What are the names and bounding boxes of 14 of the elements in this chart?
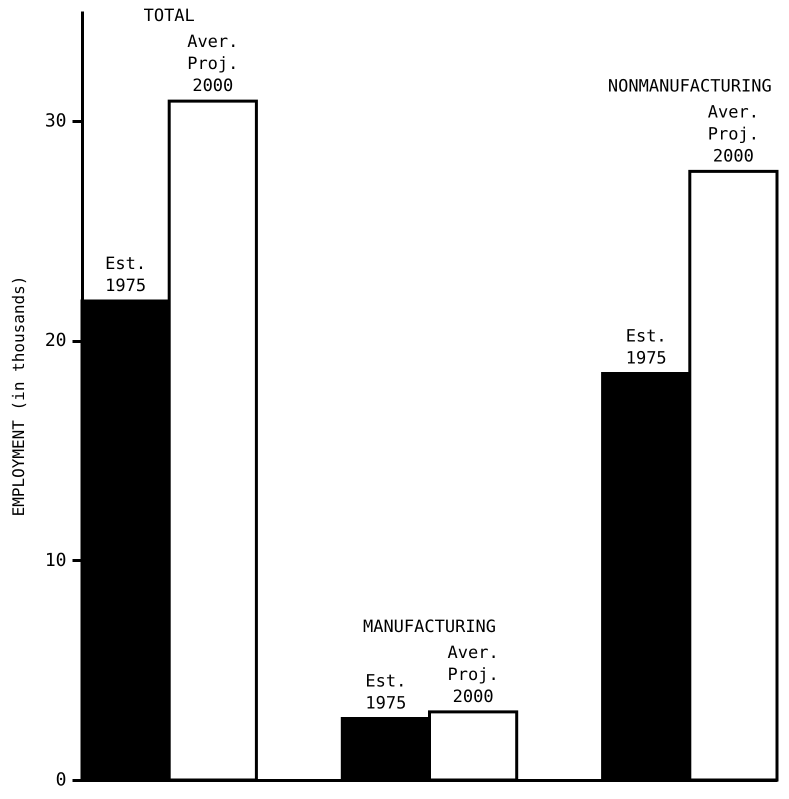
y-tick-label: 10 — [44, 550, 66, 571]
y-tick-label: 20 — [44, 330, 66, 352]
text: Est. 1975 — [365, 671, 406, 714]
text: Aver. Proj. 2000 — [448, 642, 499, 707]
x-tick-label: TOTAL — [144, 6, 195, 26]
x-tick-label: NONMANUFACTURING — [608, 76, 772, 96]
series-label: Aver. Proj. 2000 — [187, 32, 238, 96]
y-tick-label: 0 — [56, 770, 66, 790]
text: Aver. Proj. 2000 — [708, 102, 759, 166]
text: Est. 1975 — [626, 326, 667, 369]
x-tick-label: MANUFACTURING — [362, 616, 496, 637]
y-tick-label: 30 — [44, 110, 66, 132]
y-axis-title: EMPLOYMENT (in thousands) — [8, 276, 28, 516]
series-label: Est. 1975 — [105, 254, 146, 296]
